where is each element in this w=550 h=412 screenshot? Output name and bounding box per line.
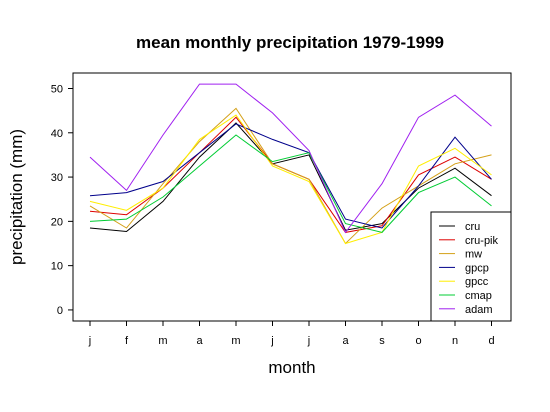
x-tick-label: n [452,335,458,347]
series-line-mw [89,107,492,245]
y-axis: 0 10 20 30 40 50 [51,84,73,317]
legend-label-cru: cru [465,221,480,233]
plot-frame [72,72,512,322]
x-tick-label: a [196,335,203,347]
series-line-cru [89,122,492,233]
x-tick-label: d [488,335,494,347]
legend-label-adam: adam [465,304,493,316]
x-tick-label: f [125,335,129,347]
legend-box [430,211,512,322]
x-tick-label: j [88,335,91,347]
y-tick-label: 10 [51,261,63,273]
y-tick-label: 0 [57,305,63,317]
series-line-gpcp [89,123,492,229]
x-tick-label: j [270,335,273,347]
legend-label-cru-pik: cru-pik [465,235,499,247]
x-tick-label: j [307,335,310,347]
x-tick-label: s [379,335,385,347]
series-lines [89,83,492,245]
legend-label-gpcp: gpcp [465,262,489,274]
y-axis-label: precipitation (mm) [7,129,26,265]
y-tick-label: 50 [51,84,63,96]
y-tick-label: 40 [51,128,63,140]
series-line-gpcc [89,114,492,245]
chart-title: mean monthly precipitation 1979-1999 [136,33,444,52]
legend-label-mw: mw [465,249,482,261]
x-tick-label: m [158,335,167,347]
x-axis-label: month [268,358,315,377]
y-tick-label: 30 [51,172,63,184]
series-line-cmap [89,134,492,233]
legend-label-gpcc: gpcc [465,276,489,288]
legend-label-cmap: cmap [465,290,492,302]
series-line-adam [89,83,492,234]
x-tick-label: a [342,335,349,347]
x-tick-label: o [415,335,421,347]
y-tick-label: 20 [51,216,63,228]
x-tick-label: m [231,335,240,347]
